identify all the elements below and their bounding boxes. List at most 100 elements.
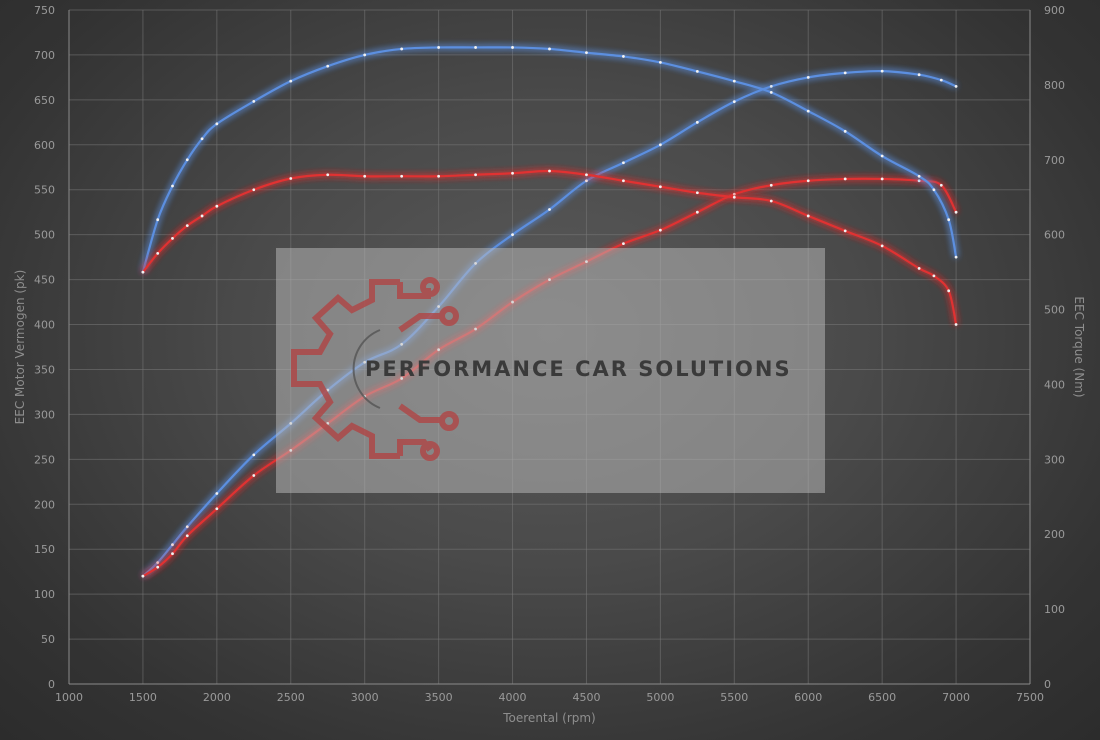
series-stock_torque [141, 169, 958, 326]
x-tick-label: 2500 [277, 691, 305, 704]
data-point [252, 474, 256, 477]
data-point [917, 266, 921, 270]
data-point [252, 453, 256, 457]
x-tick-label: 7500 [1016, 691, 1044, 704]
data-point [806, 76, 810, 79]
data-point [695, 70, 699, 73]
data-point [622, 55, 625, 58]
y-left-tick-label: 550 [34, 184, 55, 197]
data-point [215, 507, 219, 511]
data-point [732, 79, 736, 83]
x-tick-label: 6500 [868, 691, 896, 704]
data-point [732, 195, 736, 199]
data-point [185, 224, 189, 228]
y-left-tick-label: 500 [34, 229, 55, 242]
data-point [880, 244, 884, 248]
y-left-tick-label: 700 [34, 49, 55, 62]
x-tick-label: 5500 [720, 691, 748, 704]
data-point [917, 179, 921, 183]
data-point [326, 64, 330, 68]
series-lines [141, 46, 958, 578]
data-point [947, 289, 951, 293]
data-point [843, 177, 847, 181]
data-point [326, 173, 330, 177]
data-point [200, 214, 204, 218]
data-point [171, 237, 174, 240]
series-line-tuned_torque [141, 46, 958, 273]
y-right-tick-label: 700 [1044, 154, 1065, 167]
data-point [363, 174, 367, 178]
data-point [806, 179, 810, 183]
data-point [437, 174, 441, 178]
y-right-tick-label: 600 [1044, 229, 1065, 242]
data-point [185, 525, 189, 529]
y-left-tick-label: 600 [34, 139, 55, 152]
data-point [156, 561, 160, 565]
y-left-axis-title: EEC Motor Vermogen (pk) [13, 270, 27, 425]
data-point [156, 251, 160, 255]
axes: 1000 1500 2000 2500 3000 3500 4000 4500 5000 5500… [13, 4, 1086, 725]
x-tick-label: 5000 [646, 691, 674, 704]
x-tick-label: 4000 [499, 691, 527, 704]
data-point [215, 204, 219, 208]
watermark: PERFORMANCE CAR SOLUTIONS [276, 248, 825, 493]
data-point [585, 173, 588, 177]
data-point [289, 79, 293, 83]
gear-circuit-logo-icon [291, 277, 459, 461]
data-point [954, 84, 958, 88]
watermark-panel [276, 248, 825, 493]
data-point [548, 169, 551, 173]
data-point [917, 174, 921, 178]
x-tick-label: 7000 [942, 691, 970, 704]
series-line-stock_torque [142, 169, 958, 325]
y-left-tick-label: 650 [34, 94, 55, 107]
x-tick-label: 1500 [129, 691, 157, 704]
data-point [932, 188, 936, 192]
data-point [695, 120, 699, 124]
data-point [917, 73, 921, 77]
data-point [806, 109, 810, 113]
data-point [548, 47, 551, 51]
y-right-tick-label: 200 [1044, 528, 1065, 541]
y-left-tick-label: 250 [34, 453, 55, 466]
data-point [880, 177, 884, 181]
data-point [200, 137, 204, 141]
y-right-tick-label: 400 [1044, 378, 1065, 391]
data-point [156, 565, 160, 569]
x-axis-title: Toerental (rpm) [502, 711, 595, 725]
data-point [658, 185, 662, 189]
y-right-tick-label: 300 [1044, 453, 1065, 466]
y-right-tick-label: 800 [1044, 79, 1065, 92]
y-right-tick-label: 100 [1044, 603, 1065, 616]
x-tick-label: 3500 [425, 691, 453, 704]
data-point [843, 129, 847, 133]
y-left-tick-label: 0 [48, 678, 55, 691]
data-point [732, 100, 736, 104]
y-left-tick-label: 350 [34, 363, 55, 376]
y-left-tick-label: 50 [41, 633, 55, 646]
y-left-tick-label: 300 [34, 408, 55, 421]
data-point [732, 192, 736, 196]
data-point [141, 270, 145, 274]
data-point [185, 534, 189, 538]
data-point [585, 179, 588, 183]
data-point [171, 184, 174, 188]
series-line-tuned_power [142, 69, 957, 577]
data-point [939, 183, 943, 187]
data-point [511, 233, 514, 237]
data-point [695, 191, 699, 195]
data-point [141, 574, 145, 578]
y-right-tick-label: 500 [1044, 304, 1065, 317]
y-left-tick-label: 150 [34, 543, 55, 556]
data-point [171, 543, 174, 547]
x-tick-label: 3000 [351, 691, 379, 704]
x-tick-label: 1000 [55, 691, 83, 704]
data-point [474, 46, 477, 49]
data-point [939, 78, 943, 82]
data-point [474, 173, 477, 177]
y-left-tick-label: 450 [34, 274, 55, 287]
data-point [658, 228, 662, 232]
data-point [400, 47, 404, 51]
data-point [954, 210, 958, 214]
